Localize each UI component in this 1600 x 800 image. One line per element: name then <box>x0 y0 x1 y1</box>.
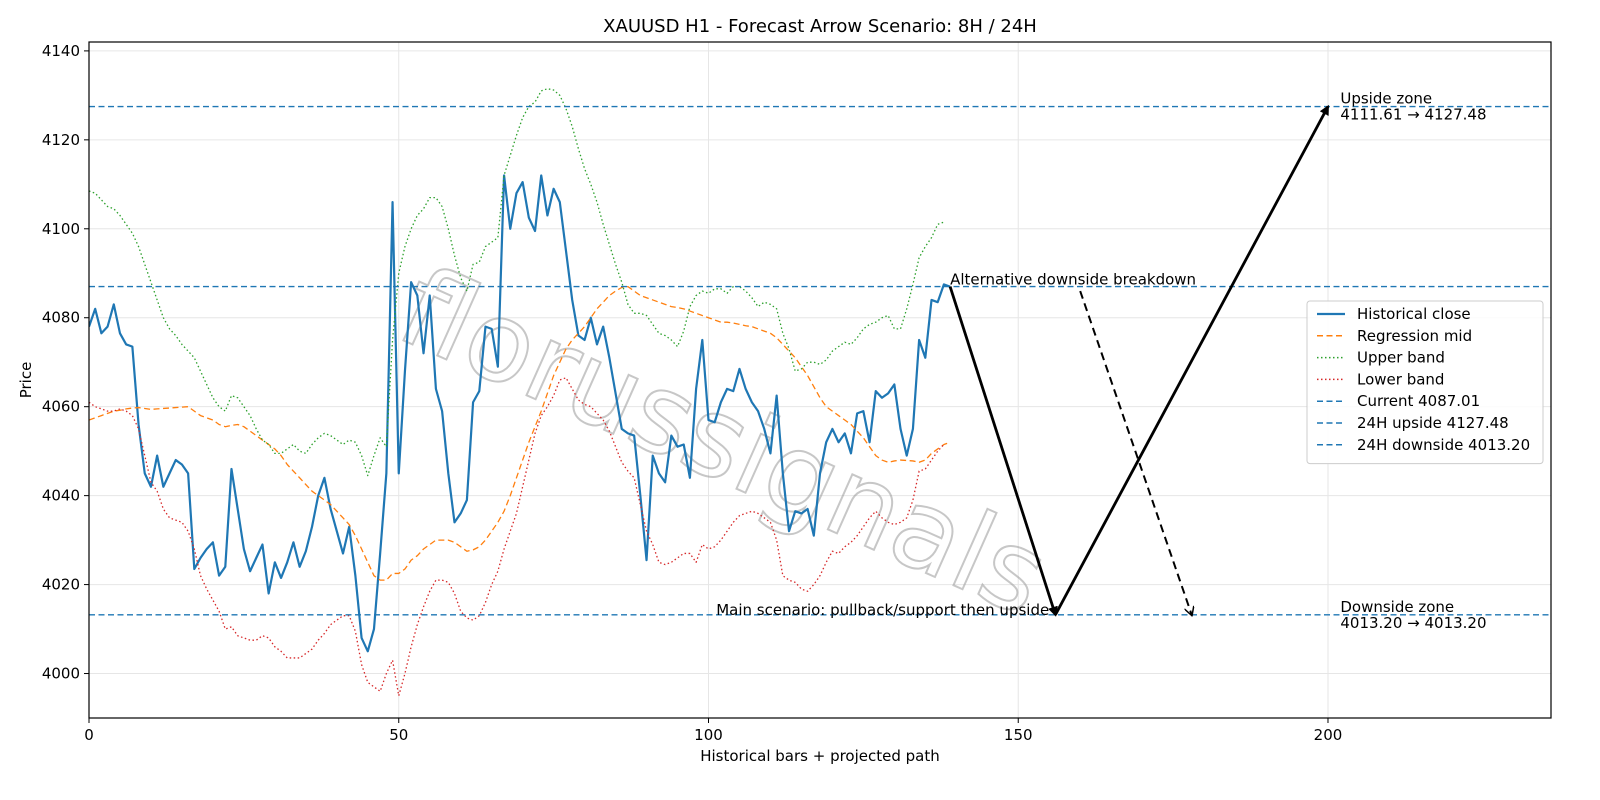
arrow-layer <box>948 104 1330 617</box>
legend-label: Upper band <box>1357 349 1445 367</box>
plot-frame <box>88 41 1552 719</box>
y-tick-label: 4020 <box>42 576 80 594</box>
annotation-text: Main scenario: pullback/support then ups… <box>716 601 1049 619</box>
annotation-text: Downside zone <box>1340 598 1454 616</box>
y-tick-label: 4140 <box>42 42 80 60</box>
x-axis-ticks: 0 50 100 150 200 <box>84 718 1342 744</box>
annotation-text: Upside zone <box>1340 90 1432 108</box>
chart-title: XAUUSD H1 - Forecast Arrow Scenario: 8H … <box>603 16 1037 37</box>
y-tick-label: 4120 <box>42 131 80 149</box>
forecast-arrow <box>1079 290 1192 615</box>
legend-label: Regression mid <box>1357 327 1472 345</box>
y-axis-label: Price <box>17 362 35 399</box>
legend-label: Current 4087.01 <box>1357 392 1480 410</box>
annotation-text: Alternative downside breakdown <box>950 270 1196 288</box>
y-tick-label: 4060 <box>42 398 80 416</box>
x-axis-label: Historical bars + projected path <box>700 747 940 765</box>
watermark-logo: florussignals <box>382 242 1066 640</box>
legend-label: Historical close <box>1357 305 1471 323</box>
forecast-arrow <box>948 286 1058 617</box>
series-line <box>89 285 951 581</box>
annotation-text: 4111.61 → 4127.48 <box>1340 106 1486 124</box>
series-layer <box>89 88 1551 697</box>
x-tick-label: 0 <box>84 726 94 744</box>
x-tick-label: 50 <box>389 726 408 744</box>
y-tick-label: 4000 <box>42 665 80 683</box>
forecast-arrow <box>1054 104 1330 616</box>
legend-label: Lower band <box>1357 370 1444 388</box>
x-tick-label: 100 <box>694 726 723 744</box>
y-tick-label: 4100 <box>42 220 80 238</box>
y-axis-ticks: 4000 4020 4040 4060 4080 4100 4120 4140 <box>42 42 89 683</box>
y-tick-label: 4080 <box>42 309 80 327</box>
legend: Historical close Regression mid Upper band… <box>1306 300 1544 465</box>
legend-box <box>1306 300 1544 465</box>
series-line <box>89 174 951 653</box>
series-line <box>89 88 945 477</box>
watermark: florussignals <box>381 241 1067 641</box>
legend-label: 24H upside 4127.48 <box>1357 414 1509 432</box>
legend-label: 24H downside 4013.20 <box>1357 436 1530 454</box>
x-tick-label: 200 <box>1314 726 1343 744</box>
x-tick-label: 150 <box>1004 726 1033 744</box>
y-tick-label: 4040 <box>42 487 80 505</box>
annotation-text: 4013.20 → 4013.20 <box>1340 614 1486 632</box>
